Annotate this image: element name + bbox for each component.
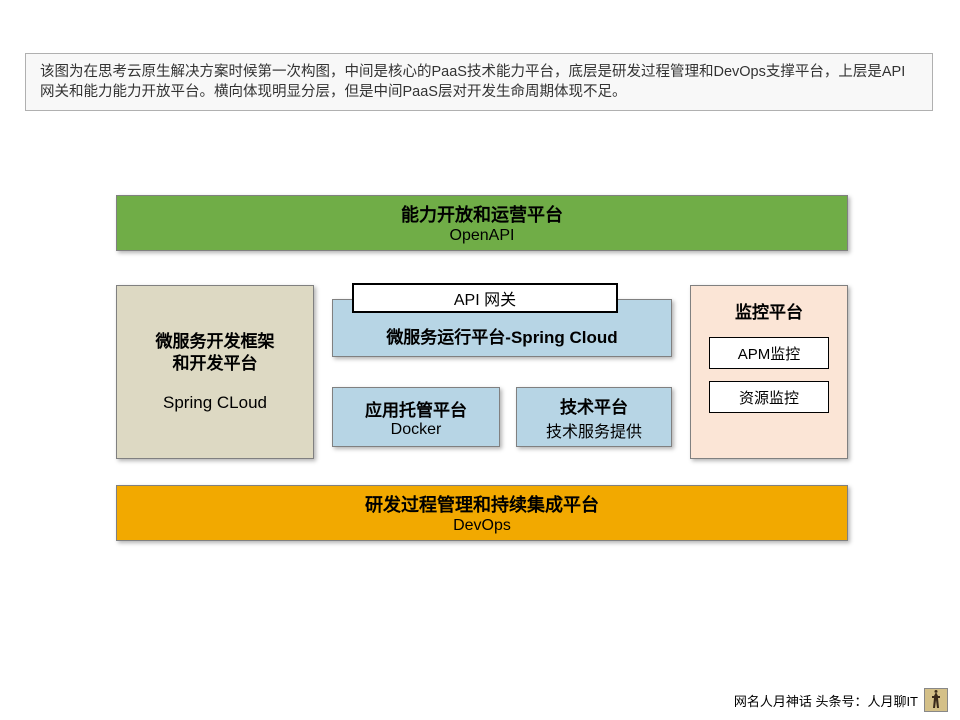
block-title: 微服务运行平台-Spring Cloud — [386, 323, 617, 348]
author-icon — [924, 688, 948, 712]
block-subtitle: Docker — [391, 421, 442, 439]
block-title: 研发过程管理和持续集成平台 — [365, 491, 599, 517]
item-label: APM监控 — [738, 343, 801, 364]
api-gateway-block: API 网关 — [352, 283, 618, 313]
docker-hosting-block: 应用托管平台 Docker — [332, 387, 500, 447]
block-label: API 网关 — [454, 286, 516, 310]
block-subtitle: OpenAPI — [450, 227, 515, 245]
block-title-line2: 和开发平台 — [173, 353, 258, 375]
block-subtitle: Spring CLoud — [163, 393, 267, 413]
item-label: 资源监控 — [739, 387, 799, 408]
monitoring-platform-block: 监控平台 APM监控 资源监控 — [690, 285, 848, 459]
resource-monitor-item: 资源监控 — [709, 381, 829, 413]
tech-platform-block: 技术平台 技术服务提供 — [516, 387, 672, 447]
block-title: 监控平台 — [735, 298, 803, 323]
block-subtitle: DevOps — [453, 517, 511, 535]
devops-platform-block: 研发过程管理和持续集成平台 DevOps — [116, 485, 848, 541]
apm-monitor-item: APM监控 — [709, 337, 829, 369]
block-title: 技术平台 — [560, 393, 628, 418]
footer: 网名人月神话 头条号：人月聊IT — [734, 688, 948, 712]
open-api-platform-block: 能力开放和运营平台 OpenAPI — [116, 195, 848, 251]
block-title-line1: 微服务开发框架 — [156, 331, 275, 353]
description-text: 该图为在思考云原生解决方案时候第一次构图，中间是核心的PaaS技术能力平台，底层… — [40, 64, 905, 100]
block-title: 能力开放和运营平台 — [401, 201, 563, 227]
architecture-diagram: 能力开放和运营平台 OpenAPI 微服务开发框架 和开发平台 Spring C… — [116, 195, 848, 555]
description-box: 该图为在思考云原生解决方案时候第一次构图，中间是核心的PaaS技术能力平台，底层… — [25, 53, 933, 111]
block-title: 应用托管平台 — [365, 396, 467, 421]
dev-framework-block: 微服务开发框架 和开发平台 Spring CLoud — [116, 285, 314, 459]
footer-text: 网名人月神话 头条号：人月聊IT — [734, 691, 918, 710]
block-subtitle: 技术服务提供 — [546, 418, 642, 442]
